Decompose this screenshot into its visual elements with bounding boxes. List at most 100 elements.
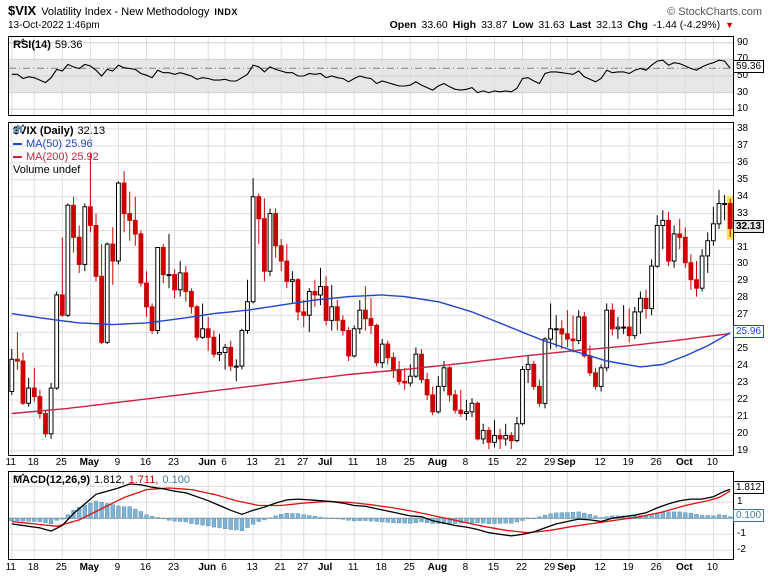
y-axis-tick: 20 (737, 428, 749, 439)
y-axis-tick: 34 (737, 191, 749, 202)
x-axis-tick: 27 (297, 457, 309, 468)
candlestick-plot (9, 123, 733, 455)
x-axis-tick: 26 (650, 562, 662, 573)
high-value: 33.87 (481, 19, 508, 31)
x-axis-tick: 6 (221, 457, 227, 468)
rsi-plot (9, 37, 733, 115)
x-axis-tick: 11 (5, 562, 16, 573)
x-axis-tick: 6 (221, 562, 227, 573)
ma200-line-icon (13, 155, 22, 158)
quote-row: 13-Oct-2022 1:46pm Open 33.60 High 33.87… (8, 19, 762, 31)
copyright: © StockCharts.com (667, 6, 762, 18)
x-axis-tick: 25 (403, 457, 415, 468)
macd-value: 1.812, (94, 473, 125, 486)
x-axis-tick: 12 (594, 457, 606, 468)
x-axis-tick: 18 (375, 457, 387, 468)
x-axis-tick: 18 (27, 562, 39, 573)
y-axis-tick: 38 (737, 123, 749, 134)
x-axis-tick: 29 (544, 562, 556, 573)
chart-header: $VIX Volatility Index - New Methodology … (8, 3, 762, 18)
ma200-legend: MA(200) 25.92 (26, 150, 99, 163)
y-axis-tick: 21 (737, 411, 749, 422)
line-chart-icon (13, 473, 26, 481)
x-axis-tick: 11 (347, 562, 359, 573)
macd-signal-value: 1.711, (128, 473, 159, 486)
rsi-legend: RSI(14) 59.36 (13, 38, 82, 51)
y-axis-tick: 37 (737, 140, 749, 151)
x-axis-tick: Jul (317, 457, 333, 468)
y-axis-tick: 22 (737, 394, 749, 405)
x-axis-tick: 8 (462, 457, 469, 468)
chg-value: -1.44 (-4.29%) (652, 19, 721, 31)
rsi-legend-value: 59.36 (54, 38, 83, 51)
x-axis-tick: Oct (675, 562, 693, 573)
last-label: Last (569, 19, 592, 31)
x-axis-tick: 21 (274, 457, 286, 468)
volume-bars-icon (14, 125, 22, 133)
y-axis-tick: 32 (737, 225, 749, 236)
price-legend-symbol: $VIX (Daily) (13, 124, 74, 137)
x-axis-tick: 18 (375, 562, 387, 573)
x-axis-tick: 16 (139, 562, 152, 573)
x-axis-tick: 25 (55, 562, 67, 573)
x-axis-tick: May (79, 457, 100, 468)
x-axis-tick: 13 (246, 457, 258, 468)
y-axis-tick: 19 (737, 445, 749, 456)
x-axis-tick: Jun (198, 457, 217, 468)
y-axis-tick: 36 (737, 157, 749, 168)
x-axis-tick: 19 (622, 562, 634, 573)
x-axis-tick: 9 (114, 457, 121, 468)
volume-legend: Volume undef (13, 163, 81, 176)
x-axis-tick: 11 (5, 457, 16, 468)
y-axis-tick: 33 (737, 208, 749, 219)
x-axis-tick: 21 (274, 562, 286, 573)
x-axis-tick: 12 (594, 562, 606, 573)
x-axis-tick: 23 (168, 457, 180, 468)
y-axis-tick: 30 (737, 87, 749, 98)
y-axis-tick: 35 (737, 174, 749, 185)
x-axis-tick: 15 (487, 457, 500, 468)
y-axis-tick: 50 (737, 70, 749, 81)
ma50-legend: MA(50) 25.96 (26, 137, 93, 150)
x-axis-tick: 18 (27, 457, 39, 468)
y-axis-value-box: 32.13 (733, 220, 765, 233)
x-axis-tick: 15 (487, 562, 500, 573)
rsi-legend-name: RSI(14) (13, 38, 51, 51)
y-axis-tick: 1 (737, 496, 743, 507)
y-axis-value-box: 1.812 (733, 481, 765, 494)
x-axis-tick: Jun (198, 562, 217, 573)
open-label: Open (389, 19, 417, 31)
datetime: 13-Oct-2022 1:46pm (8, 20, 100, 31)
low-value: 31.63 (538, 19, 565, 31)
x-axis-tick: 9 (114, 562, 121, 573)
x-axis-tick: Sep (557, 562, 576, 573)
last-value: 32.13 (596, 19, 623, 31)
x-axis-tick: 13 (246, 562, 258, 573)
macd-hist-value: 0.100 (162, 473, 190, 486)
x-axis-tick: 29 (544, 457, 556, 468)
x-axis-tick: 8 (462, 562, 469, 573)
high-label: High (452, 19, 477, 31)
y-axis-tick: -1 (737, 528, 746, 539)
x-axis-tick: 27 (297, 562, 309, 573)
x-axis-tick: 10 (706, 457, 718, 468)
y-axis-tick: 70 (737, 53, 749, 64)
x-axis-tick: Aug (427, 457, 448, 468)
y-axis-value-box: 25.96 (733, 325, 765, 338)
quote-strip: Open 33.60 High 33.87 Low 31.63 Last 32.… (390, 19, 734, 31)
y-axis-tick: 28 (737, 292, 749, 303)
x-axis-tick: Jul (317, 562, 333, 573)
symbol: $VIX (8, 3, 37, 18)
y-axis-tick: 10 (737, 103, 749, 114)
y-axis-tick: -2 (737, 544, 746, 555)
x-axis-tick: May (79, 562, 100, 573)
x-axis-tick: 26 (650, 457, 662, 468)
y-axis-tick: 31 (737, 242, 749, 253)
rsi-panel: RSI(14) 59.36 (8, 36, 734, 116)
x-axis-tick: Sep (557, 457, 576, 468)
exchange-label: INDX (214, 7, 238, 17)
y-axis-value-box: 0.100 (733, 509, 765, 522)
y-axis-tick: 30 (737, 258, 749, 269)
x-axis-tick: 16 (139, 457, 152, 468)
